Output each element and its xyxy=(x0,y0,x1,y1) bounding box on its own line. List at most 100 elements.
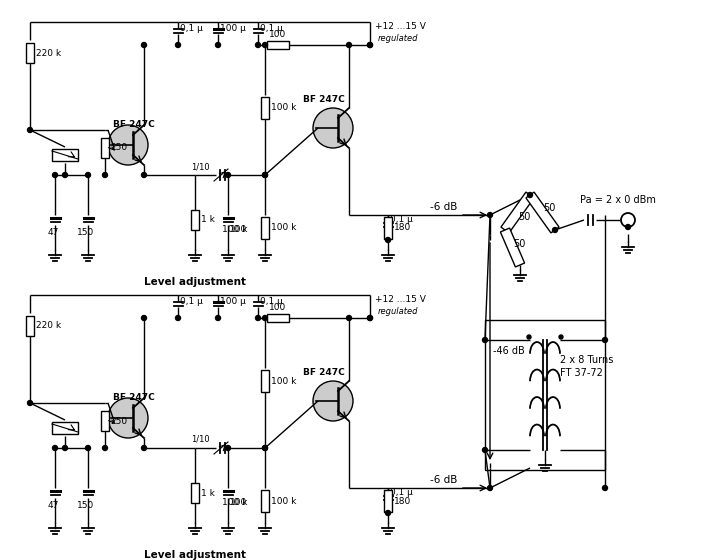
Circle shape xyxy=(602,338,607,343)
Text: 100: 100 xyxy=(230,498,247,507)
Text: +12 ...15 V: +12 ...15 V xyxy=(375,22,426,31)
Circle shape xyxy=(527,335,531,339)
Circle shape xyxy=(103,446,108,450)
Text: BF 247C: BF 247C xyxy=(113,120,155,129)
Text: 150: 150 xyxy=(78,501,95,510)
Bar xyxy=(384,217,392,239)
Text: 0,1 µ: 0,1 µ xyxy=(260,297,283,306)
Bar xyxy=(191,483,199,503)
Text: 47: 47 xyxy=(47,228,58,237)
Text: 0,1 µ: 0,1 µ xyxy=(390,215,413,224)
Circle shape xyxy=(63,172,68,178)
Text: Level adjustment: Level adjustment xyxy=(144,277,246,287)
Bar xyxy=(26,43,34,63)
Bar xyxy=(101,138,109,158)
Circle shape xyxy=(256,315,261,320)
Bar xyxy=(52,422,78,434)
Text: 220 k: 220 k xyxy=(36,49,61,58)
Circle shape xyxy=(602,486,607,491)
Bar xyxy=(261,217,269,239)
Circle shape xyxy=(142,315,147,320)
Text: regulated: regulated xyxy=(378,34,419,43)
Circle shape xyxy=(263,43,268,48)
Circle shape xyxy=(85,172,90,178)
Text: BF 247C: BF 247C xyxy=(303,95,345,104)
Circle shape xyxy=(626,225,631,230)
Text: 100 k: 100 k xyxy=(221,225,247,234)
Circle shape xyxy=(175,315,181,320)
Polygon shape xyxy=(526,192,559,233)
Text: 100: 100 xyxy=(230,225,247,234)
Text: 0,1 µ: 0,1 µ xyxy=(390,488,413,497)
Bar xyxy=(261,370,269,392)
Text: 220 k: 220 k xyxy=(36,321,61,330)
Text: 100 k: 100 k xyxy=(221,498,247,507)
Bar xyxy=(52,149,78,161)
Text: 0,1 µ: 0,1 µ xyxy=(180,24,203,33)
Circle shape xyxy=(142,446,147,450)
Circle shape xyxy=(142,172,147,178)
Circle shape xyxy=(483,338,488,343)
Text: 50: 50 xyxy=(518,212,530,222)
Bar xyxy=(267,41,289,49)
Circle shape xyxy=(28,128,33,133)
Text: 0,1 µ: 0,1 µ xyxy=(180,297,203,306)
Circle shape xyxy=(367,315,372,320)
Text: 1 k: 1 k xyxy=(201,216,215,225)
Text: BF 247C: BF 247C xyxy=(303,368,345,377)
Text: -46 dB: -46 dB xyxy=(493,346,525,356)
Circle shape xyxy=(553,227,557,232)
Bar xyxy=(384,490,392,512)
Circle shape xyxy=(313,381,353,421)
Text: 180: 180 xyxy=(394,497,412,506)
Text: 2 x 8 Turns: 2 x 8 Turns xyxy=(560,355,613,365)
Text: 0,1 µ: 0,1 µ xyxy=(260,24,283,33)
Circle shape xyxy=(63,446,68,450)
Text: -6 dB: -6 dB xyxy=(430,202,457,212)
Text: 47: 47 xyxy=(47,501,58,510)
Circle shape xyxy=(367,43,372,48)
Circle shape xyxy=(85,446,90,450)
Circle shape xyxy=(385,511,390,516)
Circle shape xyxy=(103,172,108,178)
Circle shape xyxy=(53,172,58,178)
Text: 50: 50 xyxy=(543,203,555,213)
Text: 100 µ: 100 µ xyxy=(220,24,246,33)
Circle shape xyxy=(488,212,493,217)
Polygon shape xyxy=(501,228,525,267)
Text: 250: 250 xyxy=(110,417,127,426)
Text: +12 ...15 V: +12 ...15 V xyxy=(375,295,426,304)
Polygon shape xyxy=(501,192,534,233)
Bar xyxy=(261,490,269,512)
Circle shape xyxy=(313,108,353,148)
Circle shape xyxy=(347,43,352,48)
Circle shape xyxy=(367,315,372,320)
Text: 100 k: 100 k xyxy=(271,104,296,113)
Circle shape xyxy=(263,446,268,450)
Text: 1/10: 1/10 xyxy=(192,435,210,444)
Circle shape xyxy=(108,398,148,438)
Circle shape xyxy=(53,446,58,450)
Bar xyxy=(191,210,199,230)
Bar xyxy=(267,314,289,322)
Text: 150: 150 xyxy=(78,228,95,237)
Text: 100 µ: 100 µ xyxy=(220,297,246,306)
Text: 100 k: 100 k xyxy=(271,497,296,506)
Text: FT 37-72: FT 37-72 xyxy=(560,368,603,378)
Circle shape xyxy=(483,447,488,452)
Text: Level adjustment: Level adjustment xyxy=(144,550,246,560)
Circle shape xyxy=(226,446,231,450)
Bar xyxy=(101,411,109,431)
Text: 180: 180 xyxy=(394,223,412,232)
Bar xyxy=(261,97,269,119)
Circle shape xyxy=(216,315,221,320)
Bar xyxy=(485,320,605,470)
Text: -6 dB: -6 dB xyxy=(430,475,457,485)
Text: Pa = 2 x 0 dBm: Pa = 2 x 0 dBm xyxy=(580,195,656,205)
Circle shape xyxy=(28,400,33,405)
Text: 1/10: 1/10 xyxy=(192,162,210,171)
Text: 50: 50 xyxy=(513,239,526,249)
Circle shape xyxy=(367,43,372,48)
Text: 100 k: 100 k xyxy=(271,376,296,385)
Circle shape xyxy=(559,335,563,339)
